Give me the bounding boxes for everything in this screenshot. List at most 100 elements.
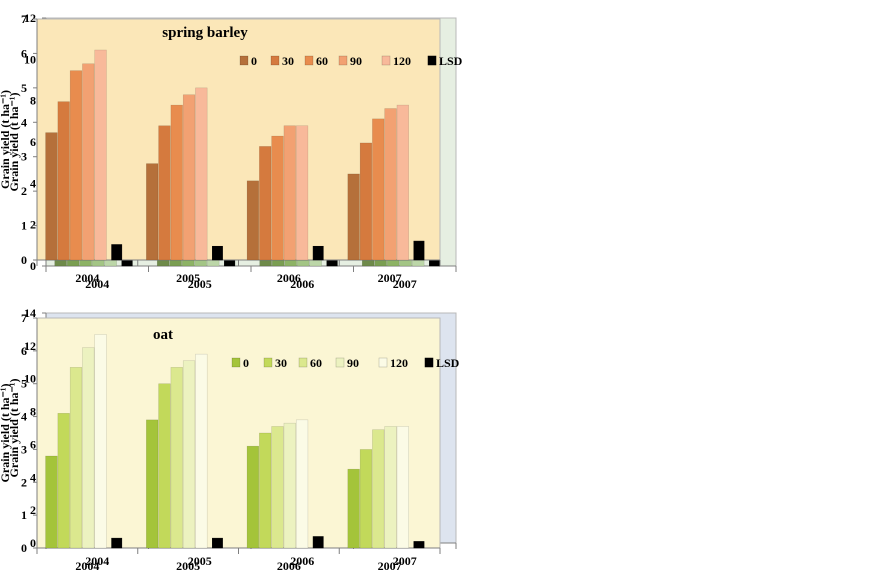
x-tick-label: 2004 xyxy=(85,554,109,568)
bar-2004-lsd xyxy=(111,537,123,549)
legend-item-120: 120 xyxy=(381,54,411,68)
y-axis-title: Grain yield (t ha⁻¹) xyxy=(0,90,12,189)
y-tick-label: 7 xyxy=(21,311,27,325)
bar-2004-30 xyxy=(57,101,70,261)
legend-swatch xyxy=(335,357,345,368)
x-tick-label: 2007 xyxy=(378,559,402,572)
x-tick-label: 2004 xyxy=(75,271,99,285)
bar-2005-90 xyxy=(182,360,196,549)
legend-swatch xyxy=(427,55,437,66)
y-tick-label: 7 xyxy=(21,12,27,26)
bar-2004-0 xyxy=(45,132,58,261)
bar-2005-lsd xyxy=(212,537,223,549)
y-tick-label: 1 xyxy=(21,219,27,233)
y-tick-label: 2 xyxy=(21,184,27,198)
legend-label: 120 xyxy=(390,356,408,370)
bar-2007-lsd xyxy=(413,541,425,549)
bar-2004-0 xyxy=(45,455,58,549)
y-tick-label: 10 xyxy=(24,372,36,386)
x-tick-label: 2004 xyxy=(85,277,109,291)
chart-title: oat xyxy=(153,327,173,343)
x-tick-label: 2007 xyxy=(393,554,417,568)
y-tick-label: 8 xyxy=(30,94,36,108)
legend-label: 0 xyxy=(243,356,249,370)
y-tick-label: 6 xyxy=(21,46,27,60)
y-tick-label: 3 xyxy=(21,150,27,164)
legend-swatch xyxy=(263,357,273,368)
bar-2006-0 xyxy=(246,180,260,261)
legend-label: 0 xyxy=(251,54,257,68)
x-tick-label: 2005 xyxy=(176,271,200,285)
bar-2007-90 xyxy=(384,108,397,261)
x-tick-label: 2006 xyxy=(290,554,314,568)
bar-2005-120 xyxy=(195,353,208,549)
bar-2007-0 xyxy=(347,468,360,549)
bar-2004-120 xyxy=(94,49,107,261)
y-tick-label: 0 xyxy=(21,253,27,267)
legend-label: 30 xyxy=(282,54,294,68)
bar-2005-0 xyxy=(146,163,159,261)
x-tick-label: 2005 xyxy=(188,554,212,568)
y-tick-label: 0 xyxy=(30,259,36,273)
bar-2006-30 xyxy=(259,146,272,261)
bar-2005-30 xyxy=(158,383,171,549)
bar-2005-30 xyxy=(158,125,171,261)
legend-swatch xyxy=(304,55,314,66)
bar-2004-120 xyxy=(94,334,107,549)
legend-swatch xyxy=(298,357,308,368)
y-tick-label: 6 xyxy=(30,437,36,451)
bar-2004-lsd xyxy=(111,244,123,261)
bar-2007-0 xyxy=(347,173,360,261)
legend-item-120: 120 xyxy=(378,356,408,370)
bar-2006-90 xyxy=(283,125,296,261)
bar-2007-120 xyxy=(396,104,409,261)
legend-label: 60 xyxy=(310,356,322,370)
x-tick-label: 2006 xyxy=(277,559,301,572)
y-axis-title: Grain yield (t ha⁻¹) xyxy=(7,379,21,478)
x-tick-label: 2007 xyxy=(378,271,402,285)
bar-2007-lsd xyxy=(413,240,425,261)
bar-2006-60 xyxy=(271,426,284,549)
bar-2005-90 xyxy=(182,94,196,261)
legend-label: 90 xyxy=(347,356,359,370)
bar-2006-60 xyxy=(271,135,284,261)
legend-item-90: 90 xyxy=(338,54,362,68)
x-tick-label: 2005 xyxy=(188,277,212,291)
bar-2007-60 xyxy=(372,118,385,261)
y-tick-label: 4 xyxy=(21,410,27,424)
y-tick-label: 0 xyxy=(21,541,27,555)
legend-swatch xyxy=(338,55,348,66)
y-tick-label: 6 xyxy=(30,135,36,149)
legend-label: LSD xyxy=(436,356,460,370)
y-tick-label: 3 xyxy=(21,442,27,456)
legend-swatch xyxy=(270,55,280,66)
legend-label: 120 xyxy=(393,54,411,68)
y-axis-title: Grain yield (t ha⁻¹) xyxy=(7,93,21,192)
bar-2005-lsd xyxy=(212,245,223,261)
x-tick-label: 2005 xyxy=(176,559,200,572)
legend-swatch xyxy=(381,55,391,66)
legend-item-30: 30 xyxy=(263,356,287,370)
y-tick-label: 12 xyxy=(24,11,36,25)
bar-2006-30 xyxy=(259,432,272,549)
bar-2007-60 xyxy=(372,429,385,549)
bar-2005-0 xyxy=(146,419,159,549)
legend-swatch xyxy=(239,55,249,66)
x-tick-label: 2007 xyxy=(393,277,417,291)
bar-2006-lsd xyxy=(312,536,324,549)
x-tick-label: 2006 xyxy=(290,277,314,291)
bar-2006-90 xyxy=(283,422,296,549)
y-tick-label: 2 xyxy=(21,475,27,489)
bar-2006-lsd xyxy=(312,245,324,261)
x-tick-label: 2004 xyxy=(75,559,99,572)
bar-2004-60 xyxy=(69,70,83,261)
legend-label: 30 xyxy=(275,356,287,370)
bar-2004-90 xyxy=(82,347,95,549)
bar-2005-120 xyxy=(195,87,208,261)
chart-oat: 0 1 2 3 4 5 6 7 2004 2005 2006 2007 oat Grain yield (… xyxy=(0,306,460,572)
bar-2006-0 xyxy=(246,445,260,549)
bar-2007-30 xyxy=(359,449,373,549)
bar-2005-60 xyxy=(170,104,183,261)
